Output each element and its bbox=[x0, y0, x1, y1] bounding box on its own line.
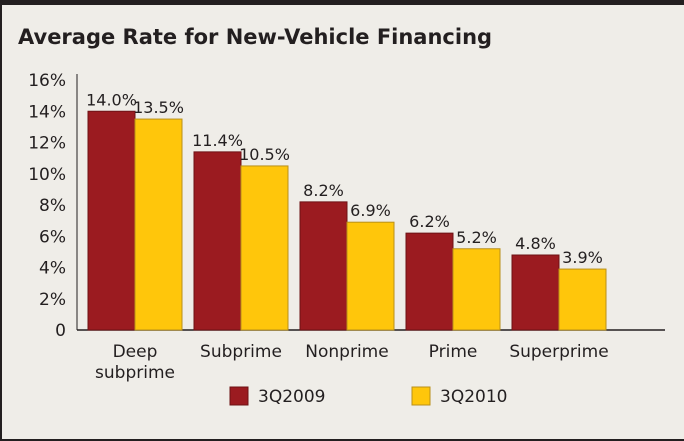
bar-3Q2009 bbox=[193, 151, 242, 331]
x-category-label: Nonprime bbox=[305, 342, 388, 362]
data-label: 8.2% bbox=[303, 181, 344, 200]
data-label: 6.2% bbox=[409, 212, 450, 231]
x-category-label: Deep bbox=[113, 342, 158, 362]
y-tick-label: 2% bbox=[39, 290, 66, 310]
data-label: 13.5% bbox=[133, 98, 184, 117]
legend-label: 3Q2009 bbox=[258, 387, 325, 407]
bar-3Q2009 bbox=[405, 232, 454, 331]
bar-3Q2010 bbox=[346, 221, 395, 331]
legend-swatch bbox=[229, 386, 249, 406]
x-category-label: Subprime bbox=[200, 342, 282, 362]
chart-title: Average Rate for New-Vehicle Financing bbox=[18, 25, 492, 49]
bar-3Q2009 bbox=[87, 110, 136, 331]
bar-3Q2009 bbox=[511, 254, 560, 331]
y-tick-label: 10% bbox=[28, 165, 66, 185]
x-category-label: Superprime bbox=[509, 342, 608, 362]
bar-3Q2009 bbox=[299, 201, 348, 331]
y-tick-label: 16% bbox=[28, 71, 66, 91]
y-tick-label: 4% bbox=[39, 259, 66, 279]
data-label: 6.9% bbox=[350, 201, 391, 220]
bar-3Q2010 bbox=[134, 118, 183, 331]
legend-label: 3Q2010 bbox=[440, 387, 507, 407]
y-tick-label: 0 bbox=[55, 321, 66, 341]
data-label: 5.2% bbox=[456, 228, 497, 247]
y-tick-label: 6% bbox=[39, 227, 66, 247]
x-category-label: subprime bbox=[95, 363, 175, 383]
bar-3Q2010 bbox=[452, 248, 501, 331]
legend-swatch bbox=[411, 386, 431, 406]
y-tick-label: 8% bbox=[39, 196, 66, 216]
data-label: 10.5% bbox=[239, 145, 290, 164]
x-category-label: Prime bbox=[429, 342, 478, 362]
y-tick-label: 12% bbox=[28, 134, 66, 154]
data-label: 11.4% bbox=[192, 131, 243, 150]
data-label: 14.0% bbox=[86, 90, 137, 109]
y-tick-label: 14% bbox=[28, 102, 66, 122]
bar-3Q2010 bbox=[240, 165, 289, 331]
data-label: 3.9% bbox=[562, 248, 603, 267]
bar-3Q2010 bbox=[558, 268, 607, 331]
data-label: 4.8% bbox=[515, 234, 556, 253]
